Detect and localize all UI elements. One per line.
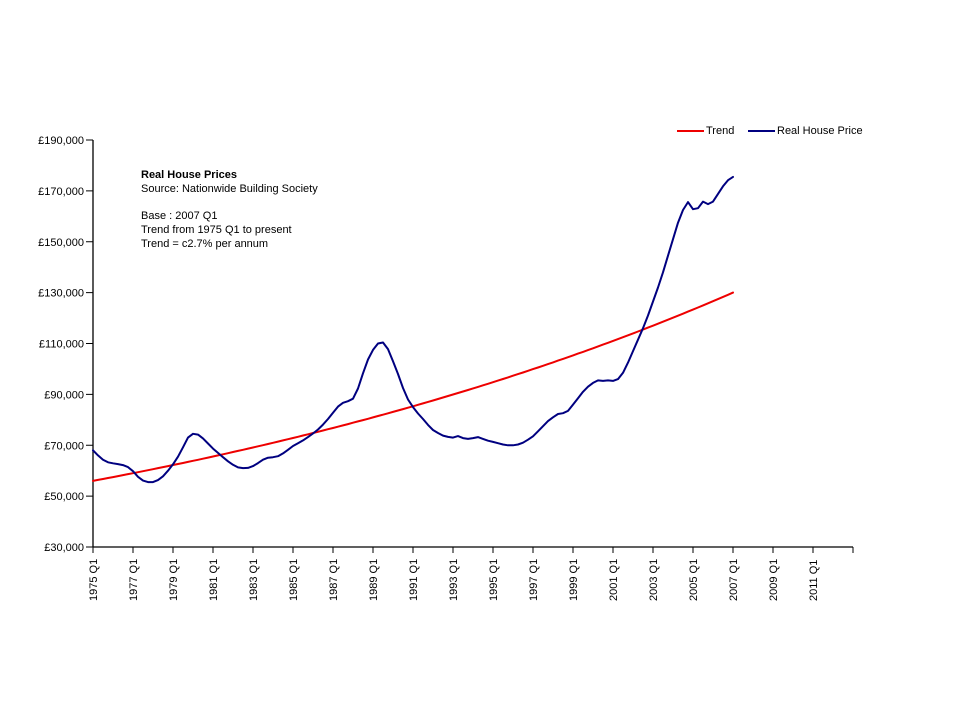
x-tick-label: 2001 Q1 [608, 559, 620, 601]
x-tick-label: 1987 Q1 [328, 559, 340, 601]
x-tick-label: 1975 Q1 [88, 559, 100, 601]
x-tick-label: 1993 Q1 [448, 559, 460, 601]
legend-item-trend: Trend [677, 125, 734, 137]
real-house-price-line [92, 175, 734, 484]
annotation-spacer [141, 196, 318, 209]
x-tick-label: 2011 Q1 [808, 560, 820, 601]
chart-title: Real House Prices [141, 169, 237, 181]
x-tick-label: 1991 Q1 [408, 559, 420, 601]
x-tick-label: 1983 Q1 [248, 559, 260, 601]
y-tick-label: £110,000 [39, 339, 84, 351]
y-tick-label: £70,000 [44, 440, 84, 452]
x-tick-label: 1977 Q1 [128, 559, 140, 601]
chart-annotation: Real House Prices Source: Nationwide Bui… [141, 168, 318, 251]
y-tick-label: £190,000 [38, 135, 84, 147]
chart-trend-rate-note: Trend = c2.7% per annum [141, 238, 269, 250]
y-tick-label: £130,000 [38, 288, 84, 300]
trend-line [92, 291, 734, 482]
y-tick-label: £90,000 [44, 389, 84, 401]
trend-legend-label: Trend [706, 125, 735, 137]
chart-source: Source: Nationwide Building Society [141, 183, 318, 195]
x-tick-label: 1985 Q1 [288, 559, 300, 601]
legend-item-real-house-price: Real House Price [748, 125, 863, 137]
trend-line-swatch [677, 130, 704, 132]
x-tick-label: 2009 Q1 [768, 559, 780, 601]
x-tick-label: 1981 Q1 [208, 559, 220, 601]
chart-base-note: Base : 2007 Q1 [141, 210, 218, 222]
y-tick-label: £150,000 [38, 237, 84, 249]
y-tick-label: £170,000 [38, 186, 84, 198]
x-tick-label: 2005 Q1 [688, 559, 700, 601]
real-house-price-line-swatch [748, 130, 775, 132]
x-tick-label: 1997 Q1 [528, 559, 540, 601]
x-tick-label: 1995 Q1 [488, 559, 500, 601]
x-tick-label: 1979 Q1 [168, 559, 180, 601]
x-tick-label: 2003 Q1 [648, 559, 660, 601]
y-tick-label: £30,000 [44, 542, 84, 554]
y-tick-label: £50,000 [44, 491, 84, 503]
chart-trend-range-note: Trend from 1975 Q1 to present [141, 224, 292, 236]
real-house-price-legend-label: Real House Price [777, 125, 863, 137]
x-tick-label: 2007 Q1 [728, 559, 740, 601]
x-tick-label: 1999 Q1 [568, 559, 580, 601]
x-tick-label: 1989 Q1 [368, 559, 380, 601]
